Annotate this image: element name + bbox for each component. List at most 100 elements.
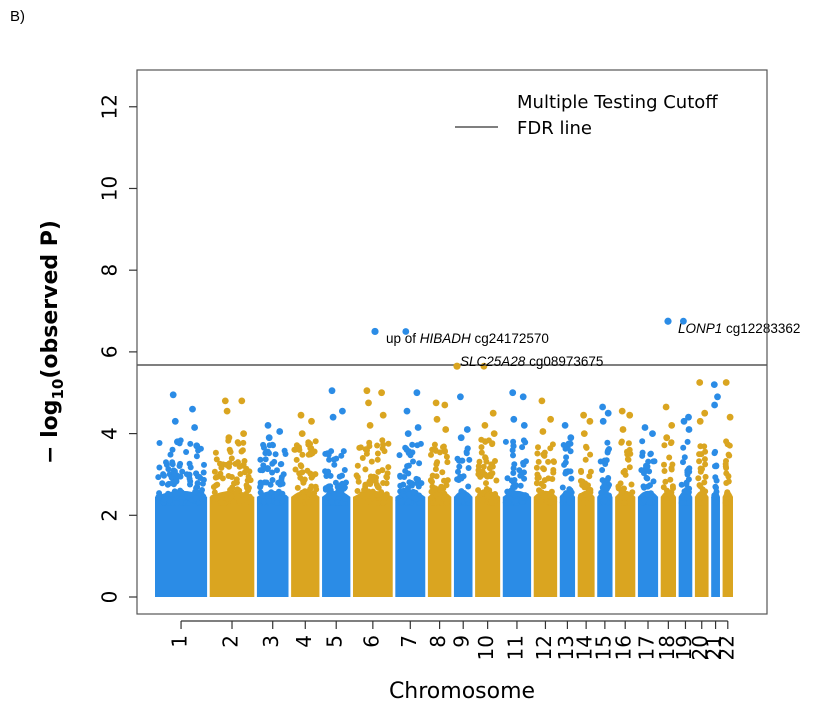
top-hit-point [509,389,517,397]
top-hit-point [240,430,248,437]
data-point [257,456,264,463]
data-point [661,468,668,474]
data-point [598,489,605,496]
data-point [280,496,286,503]
chromosome-4-dense-points [291,490,320,597]
data-point [537,498,544,505]
data-point [560,496,567,503]
data-point [374,450,381,457]
data-point [541,493,548,500]
data-point [560,442,567,448]
top-hit-point [726,413,734,421]
data-point [547,490,553,497]
data-point [680,444,687,451]
chromosome-4-points [291,411,320,597]
data-point [261,498,267,505]
data-point [237,471,244,477]
data-point [661,442,668,449]
y-tick-label: 4 [98,427,122,440]
data-point [179,468,186,475]
data-point [235,459,241,466]
y-axis-title: − log10(observed P) [38,220,67,464]
data-point [267,481,274,488]
data-point [261,444,267,451]
data-point [684,438,691,445]
data-point [666,454,673,461]
chromosome-11-points [502,389,532,597]
chromosome-1-points [155,391,208,597]
data-point [301,476,308,483]
chromosome-3-points [256,422,289,597]
data-point [341,467,348,473]
y-axis-title-prefix: − log [38,400,63,465]
top-hit-point [463,426,471,433]
data-point [647,482,653,489]
data-point [624,448,630,455]
data-point [234,493,241,500]
data-point [466,456,473,463]
data-point [159,480,166,487]
data-point [645,458,652,465]
data-point [465,483,472,490]
data-point [172,490,179,497]
data-point [483,458,490,465]
top-hit-point [276,428,284,435]
data-point [599,467,606,473]
data-point [545,458,552,465]
data-point [336,473,343,480]
x-tick-label-chr-7: 7 [397,635,421,648]
data-point [562,459,569,466]
data-point [587,451,594,458]
data-point [429,478,435,485]
data-point [322,468,329,475]
data-point [601,457,608,464]
data-point [385,440,392,447]
top-hit-point [365,399,372,407]
top-hit-point [538,397,546,405]
data-point [604,449,611,456]
data-point [517,482,524,489]
chromosome-15-points [597,403,613,597]
data-point [228,455,235,462]
data-point [550,467,557,473]
data-point [428,488,435,495]
chromosome-19-dense-points [678,490,693,597]
x-tick-label-chr-2: 2 [219,635,243,648]
data-point [538,489,545,496]
data-point [234,439,241,446]
chromosome-17-points [637,424,659,597]
data-point [431,441,438,448]
data-point [264,465,271,472]
data-point [441,495,448,502]
chromosome-6-dense-points [352,490,393,597]
chromosome-17-dense-points [637,490,659,597]
data-point [240,439,247,446]
data-point [194,480,201,487]
data-point [410,489,417,496]
data-point [701,456,708,463]
data-point [429,472,436,479]
data-point [723,465,730,471]
data-point [169,446,176,453]
data-point [479,497,486,504]
data-point [444,459,451,466]
data-point [440,444,446,451]
annotation-prefix: up of [386,331,420,346]
data-point [297,474,304,481]
data-point [662,478,669,485]
data-point [218,499,225,506]
data-point [480,463,487,470]
chromosome-12-dense-points [533,490,558,597]
top-hit-point [457,434,465,442]
x-tick-label-chr-19: 19 [672,635,696,660]
top-hit-point [663,434,671,442]
data-point [402,468,409,474]
data-point [679,500,686,506]
chromosome-11-dense-points [502,490,532,597]
data-point [465,465,472,471]
significant-hits: up of HIBADH cg24172570 SLC25A28 cg089736… [371,317,800,370]
chromosome-15-dense-points [597,490,613,597]
data-point [338,481,345,488]
